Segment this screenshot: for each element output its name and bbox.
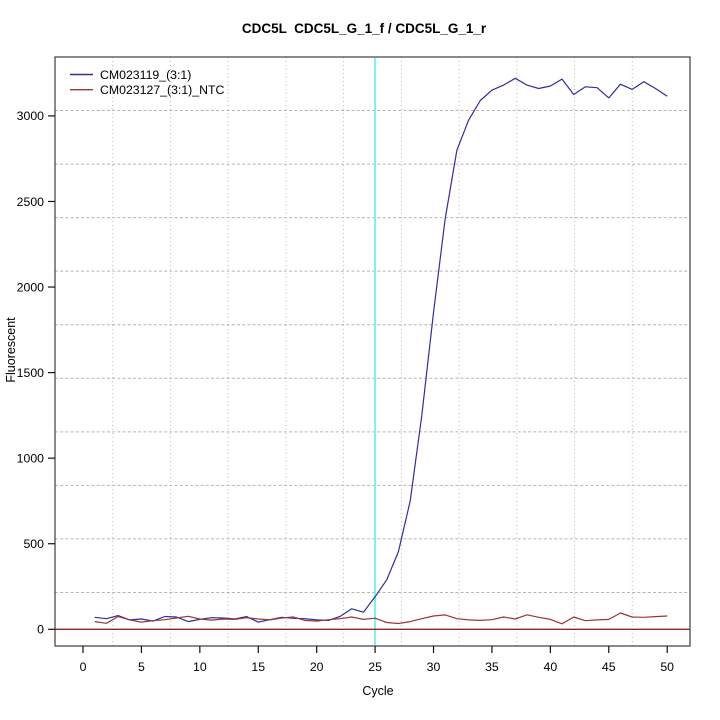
x-tick-label: 50: [660, 660, 674, 674]
y-tick-label: 2000: [17, 280, 45, 294]
y-tick-label: 0: [37, 623, 44, 637]
x-tick-label: 20: [310, 660, 324, 674]
x-tick-label: 15: [251, 660, 265, 674]
x-tick-label: 40: [544, 660, 558, 674]
y-axis-label: Fluorescent: [4, 317, 18, 383]
plot-box: [54, 56, 691, 647]
legend-label: CM023119_(3:1): [100, 68, 191, 82]
y-tick-label: 1000: [17, 451, 45, 465]
x-tick-label: 30: [427, 660, 441, 674]
chart-title: CDC5L CDC5L_G_1_f / CDC5L_G_1_r: [242, 21, 487, 36]
y-tick-label: 2500: [17, 195, 45, 209]
x-tick-label: 0: [80, 660, 87, 674]
series-curve-0: [94, 77, 668, 623]
series-curve-1: [94, 612, 668, 625]
y-tick-label: 3000: [17, 109, 45, 123]
x-tick-label: 10: [193, 660, 207, 674]
y-tick-label: 500: [23, 537, 44, 551]
x-tick-label: 45: [602, 660, 616, 674]
x-tick-label: 35: [485, 660, 499, 674]
legend-label: CM023127_(3:1)_NTC: [100, 83, 225, 97]
y-tick-label: 1500: [17, 366, 45, 380]
x-tick-label: 5: [138, 660, 145, 674]
x-tick-label: 25: [368, 660, 382, 674]
x-axis-label: Cycle: [362, 684, 393, 698]
